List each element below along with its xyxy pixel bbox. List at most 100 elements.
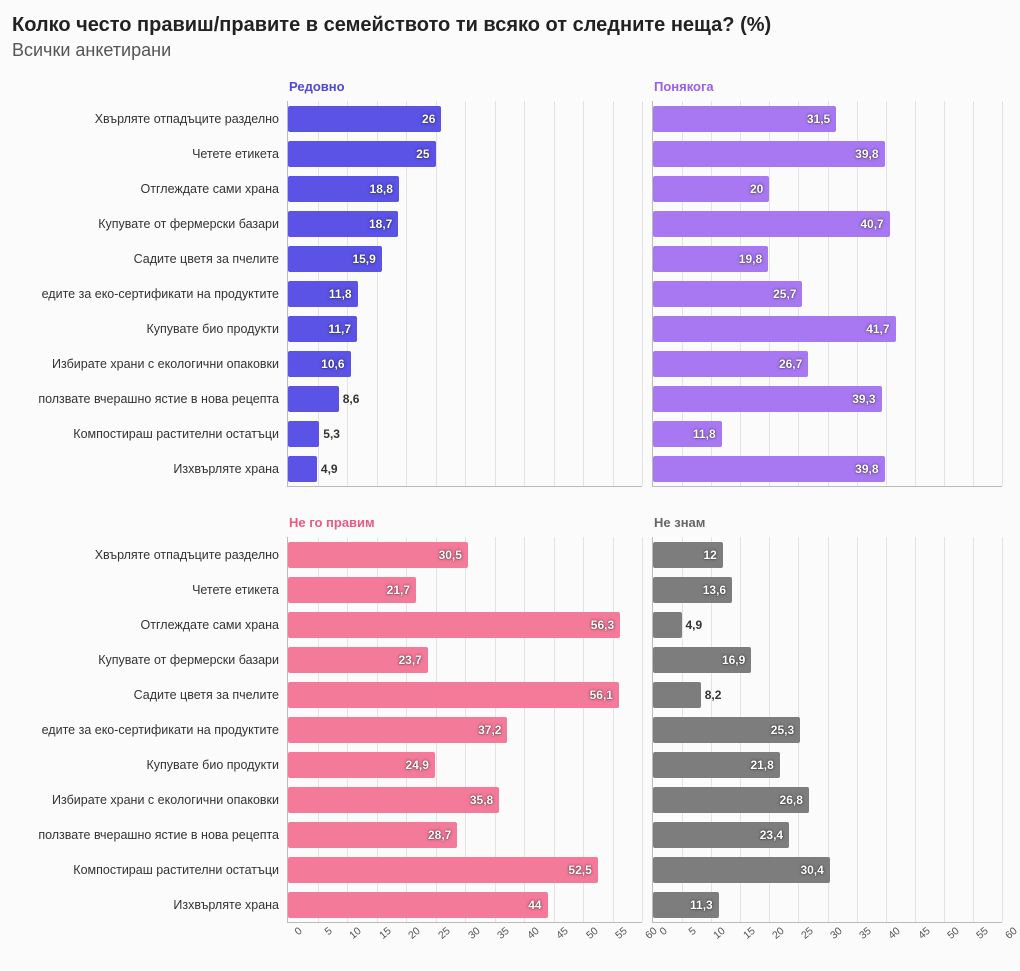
category-labels-column: Хвърляте отпадъците разделноЧетете етике…: [12, 79, 287, 495]
x-axis-tick: 25: [793, 925, 816, 947]
bar: 41,7: [653, 316, 896, 342]
bars-area: 31,5 39,8 20 40,7 19,8 25,7 41,7 26,7 39,3 11,8 39…: [652, 101, 1002, 487]
bar: 11,3: [653, 892, 719, 918]
bar-value-label: 21,8: [750, 758, 779, 772]
bar-row: 16,9: [653, 642, 1002, 677]
bar-row: 18,7: [288, 206, 642, 241]
bar-value-label: 25,3: [771, 723, 800, 737]
bar-row: 41,7: [653, 311, 1002, 346]
bar-value-label: 25: [416, 147, 435, 161]
bars-area: 262518,818,715,911,811,710,68,65,34,9: [287, 101, 642, 487]
bar: 11,8: [288, 281, 358, 307]
bar-value-label: 28,7: [428, 828, 457, 842]
category-label: Избирате храни с екологични опаковки: [12, 782, 287, 817]
bar-value-label: 21,7: [387, 583, 416, 597]
category-label: Четете етикета: [12, 572, 287, 607]
bar: 5,3: [288, 421, 319, 447]
bar-row: 24,9: [288, 747, 642, 782]
bar-row: 5,3: [288, 416, 642, 451]
bar: 37,2: [288, 717, 507, 743]
bar: 21,8: [653, 752, 780, 778]
bar-value-label: 25,7: [773, 287, 802, 301]
x-axis-tick: 45: [548, 925, 571, 947]
category-label: Отглеждате сами храна: [12, 607, 287, 642]
category-label: Хвърляте отпадъците разделно: [12, 101, 287, 136]
bar: 40,7: [653, 211, 890, 237]
bar: 16,9: [653, 647, 751, 673]
bar: 25: [288, 141, 436, 167]
bar: 25,7: [653, 281, 802, 307]
x-axis-tick: 40: [880, 925, 903, 947]
bar-row: 12: [653, 537, 1002, 572]
bar: 20: [653, 176, 769, 202]
bar-value-label: 20: [750, 182, 769, 196]
bar-row: 21,8: [653, 747, 1002, 782]
bar-value-label: 11,7: [328, 322, 357, 336]
bar-value-label: 56,1: [590, 688, 619, 702]
bar: 30,4: [653, 857, 830, 883]
bar: 31,5: [653, 106, 836, 132]
bar: 13,6: [653, 577, 732, 603]
panel-title: Не знам: [652, 515, 1002, 537]
bar: 24,9: [288, 752, 435, 778]
bar-value-label: 37,2: [478, 723, 507, 737]
category-label: Купувате от фермерски базари: [12, 206, 287, 241]
bar: 39,8: [653, 456, 885, 482]
bar: 11,8: [653, 421, 722, 447]
chart-subtitle: Всички анкетирани: [12, 40, 1008, 61]
bar-row: 10,6: [288, 346, 642, 381]
bar: 4,9: [653, 612, 682, 638]
x-axis-tick: 35: [851, 925, 874, 947]
bar-row: 40,7: [653, 206, 1002, 241]
x-axis-tick: 55: [607, 925, 630, 947]
x-axis-tick: 5: [311, 925, 334, 947]
bar-value-label: 56,3: [591, 618, 620, 632]
category-label: Садите цветя за пчелите: [12, 241, 287, 276]
bar-value-label: 26,8: [780, 793, 809, 807]
category-label: Отглеждате сами храна: [12, 171, 287, 206]
bar-row: 52,5: [288, 852, 642, 887]
x-axis-tick: 10: [341, 925, 364, 947]
category-label: Изхвърляте храна: [12, 887, 287, 922]
chart-title: Колко често правиш/правите в семейството…: [12, 12, 1008, 38]
bar-row: 44: [288, 887, 642, 922]
bar-value-label: 13,6: [703, 583, 732, 597]
bar-value-label: 4,9: [682, 618, 703, 632]
bar-value-label: 8,6: [339, 392, 360, 406]
x-axis: 051015202530354045505560: [652, 923, 1002, 951]
bar: 10,6: [288, 351, 351, 377]
bar-value-label: 35,8: [470, 793, 499, 807]
bar-row: 39,8: [653, 451, 1002, 486]
bar: 56,3: [288, 612, 620, 638]
bar-row: 11,8: [653, 416, 1002, 451]
bar: 30,5: [288, 542, 468, 568]
chart-panel-sometimes: Понякога31,539,82040,719,825,741,726,739…: [652, 79, 1012, 495]
category-label: Изхвърляте храна: [12, 451, 287, 486]
x-axis-tick: 15: [734, 925, 757, 947]
bar-row: 39,3: [653, 381, 1002, 416]
bar-row: 19,8: [653, 241, 1002, 276]
bar: 19,8: [653, 246, 768, 272]
bar-row: 25,3: [653, 712, 1002, 747]
bar-value-label: 26,7: [779, 357, 808, 371]
bar-row: 25: [288, 136, 642, 171]
bar-row: 8,2: [653, 677, 1002, 712]
bar-value-label: 23,7: [398, 653, 427, 667]
chart-grid: Хвърляте отпадъците разделноЧетете етике…: [12, 79, 1008, 951]
category-label: Хвърляте отпадъците разделно: [12, 537, 287, 572]
bar-value-label: 8,2: [701, 688, 722, 702]
bar-row: 39,8: [653, 136, 1002, 171]
bar-row: 11,8: [288, 276, 642, 311]
category-label: ползвате вчерашно ястие в нова рецепта: [12, 381, 287, 416]
x-axis-tick: 45: [909, 925, 932, 947]
bar: 8,2: [653, 682, 701, 708]
bar-value-label: 10,6: [321, 357, 350, 371]
bar: 39,8: [653, 141, 885, 167]
category-label: едите за еко-сертификати на продуктите: [12, 712, 287, 747]
x-axis-tick: 5: [676, 925, 699, 947]
bar-row: 26,7: [653, 346, 1002, 381]
bar: 11,7: [288, 316, 357, 342]
bar-value-label: 39,3: [852, 392, 881, 406]
bar-row: 30,4: [653, 852, 1002, 887]
bar-value-label: 18,7: [369, 217, 398, 231]
